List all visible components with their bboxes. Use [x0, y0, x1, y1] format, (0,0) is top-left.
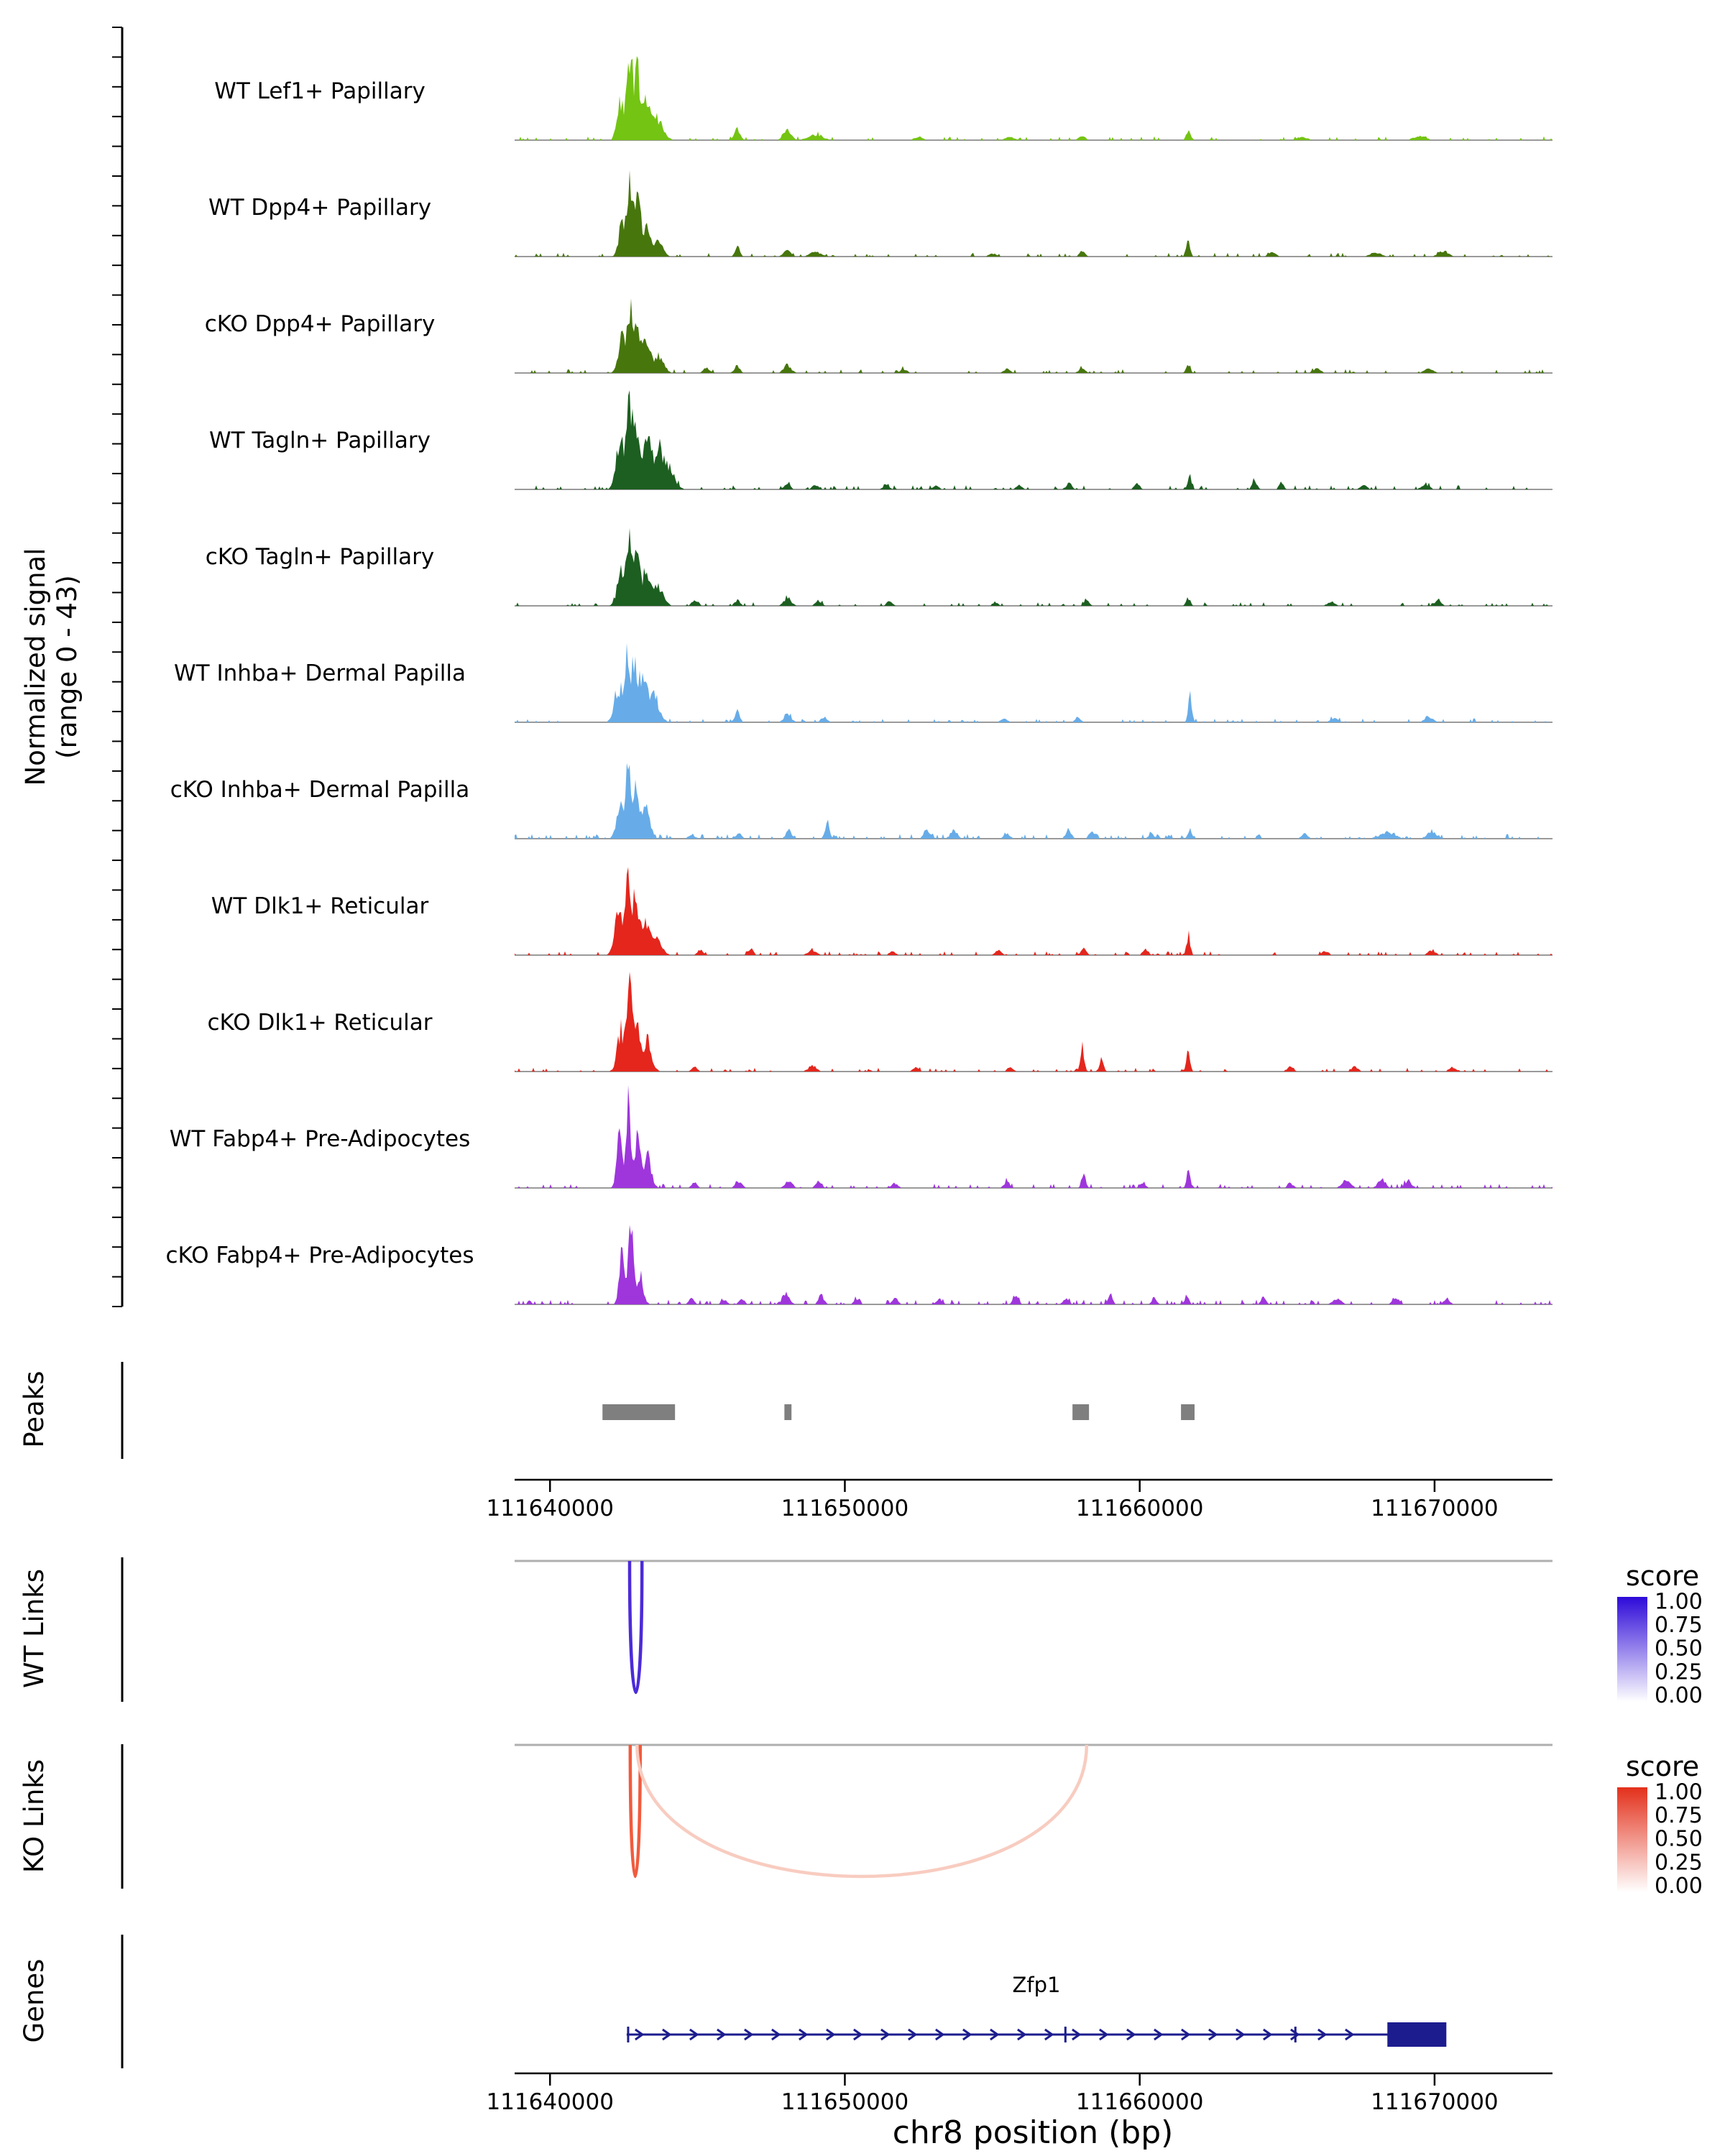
track-label: WT Dpp4+ Papillary [208, 195, 431, 221]
link-arc [635, 1744, 1089, 1879]
signal-track-area [515, 763, 1552, 839]
gene-strand-arrow-icon [771, 2028, 781, 2041]
gene-strand-arrow-icon [1345, 2028, 1355, 2041]
signal-track-area [515, 170, 1552, 257]
gene-strand-arrow-icon [1208, 2028, 1218, 2041]
peaks-interval [1072, 1404, 1090, 1420]
gene-strand-arrow-icon [1181, 2028, 1191, 2041]
gene-strand-arrow-icon [826, 2028, 836, 2041]
gene-strand-arrow-icon [990, 2028, 1000, 2041]
gene-strand-arrow-icon [880, 2028, 891, 2041]
track-label: cKO Inhba+ Dermal Papilla [170, 777, 470, 803]
signal-track-area [515, 972, 1552, 1072]
section-label-wt-links: WT Links [19, 1569, 50, 1688]
track-label: WT Tagln+ Papillary [209, 428, 431, 453]
track-label: WT Fabp4+ Pre-Adipocytes [170, 1126, 471, 1152]
genomic-axis-tick-label: 111670000 [1371, 2089, 1499, 2115]
ko-score-legend-gradient-bar [1617, 1787, 1647, 1892]
signal-track-area [515, 390, 1552, 489]
signal-track-area [515, 867, 1552, 955]
gene-strand-arrow-icon [689, 2028, 699, 2041]
gene-strand-arrow-icon [635, 2028, 645, 2041]
wt-score-legend-tick-label: 0.25 [1655, 1659, 1703, 1685]
ko-score-legend-tick-label: 0.25 [1655, 1850, 1703, 1875]
gene-exon-box [1387, 2022, 1447, 2047]
generated-plot-layer: WT Lef1+ Papillary WT Dpp4+ Papillary cKO … [112, 27, 1703, 2115]
gene-strand-arrow-icon [1099, 2028, 1109, 2041]
track-label: WT Inhba+ Dermal Papilla [174, 660, 466, 686]
signal-track-area [515, 1085, 1552, 1188]
section-label-ko-links: KO Links [19, 1759, 50, 1873]
genomic-axis-tick-label: 111650000 [781, 2089, 909, 2115]
link-arc [628, 1744, 643, 1878]
genomic-axis-tick-label: 111660000 [1076, 1496, 1204, 1521]
signal-track-area [515, 56, 1552, 140]
signal-track-area [515, 298, 1552, 373]
signal-track-area [515, 642, 1552, 722]
gene-strand-arrow-icon [1017, 2028, 1027, 2041]
gene-strand-arrow-icon [662, 2028, 672, 2041]
signal-track-area [515, 528, 1552, 606]
genomic-axis-tick-label: 111660000 [1076, 2089, 1204, 2115]
ko-score-legend-tick-label: 0.00 [1655, 1874, 1703, 1899]
wt-score-legend-tick-label: 0.50 [1655, 1636, 1703, 1662]
ko-score-legend-tick-label: 0.50 [1655, 1827, 1703, 1852]
wt-score-legend-tick-label: 0.75 [1655, 1613, 1703, 1638]
genomic-axis-tick-label: 111640000 [486, 2089, 614, 2115]
gene-name-label: Zfp1 [1013, 1973, 1061, 1997]
gene-strand-arrow-icon [1290, 2028, 1300, 2041]
signal-track-area [515, 1225, 1552, 1304]
gene-strand-arrow-icon [853, 2028, 863, 2041]
peaks-interval [1181, 1404, 1195, 1420]
gene-strand-arrow-icon [908, 2028, 918, 2041]
wt-score-legend-gradient-bar [1617, 1597, 1647, 1702]
gene-strand-arrow-icon [1072, 2028, 1082, 2041]
genomic-axis-tick-label: 111650000 [781, 1496, 909, 1521]
gene-strand-arrow-icon [717, 2028, 727, 2041]
section-label-peaks: Peaks [19, 1370, 50, 1447]
gene-strand-arrow-icon [1126, 2028, 1136, 2041]
ko-score-legend-tick-label: 0.75 [1655, 1803, 1703, 1828]
ko-score-legend-title: score [1626, 1751, 1699, 1782]
peaks-interval [784, 1404, 792, 1420]
gene-strand-arrow-icon [1154, 2028, 1164, 2041]
gene-strand-arrow-icon [744, 2028, 754, 2041]
gene-strand-arrow-icon [799, 2028, 809, 2041]
track-label: cKO Dlk1+ Reticular [208, 1010, 433, 1036]
gene-strand-arrow-icon [1317, 2028, 1328, 2041]
y-axis-label-line1: Normalized signal [20, 548, 51, 786]
track-label: cKO Fabp4+ Pre-Adipocytes [166, 1243, 474, 1268]
wt-score-legend-tick-label: 1.00 [1655, 1590, 1703, 1615]
link-arc [627, 1560, 644, 1694]
genomic-axis-tick-label: 111670000 [1371, 1496, 1499, 1521]
peaks-interval [602, 1404, 676, 1420]
gene-strand-arrow-icon [935, 2028, 945, 2041]
section-label-genes: Genes [19, 1959, 50, 2043]
gene-strand-arrow-icon [1263, 2028, 1273, 2041]
y-axis-label-line2: (range 0 - 43) [52, 575, 83, 759]
gene-strand-arrow-icon [1044, 2028, 1054, 2041]
wt-score-legend-title: score [1626, 1560, 1699, 1592]
x-axis-label: chr8 position (bp) [893, 2114, 1174, 2151]
ko-score-legend-tick-label: 1.00 [1655, 1780, 1703, 1805]
track-label: cKO Dpp4+ Papillary [205, 311, 436, 337]
track-label: cKO Tagln+ Papillary [206, 544, 434, 570]
gene-strand-arrow-icon [962, 2028, 972, 2041]
wt-score-legend-tick-label: 0.00 [1655, 1683, 1703, 1708]
track-label: WT Lef1+ Papillary [214, 78, 426, 104]
gene-strand-arrow-icon [1236, 2028, 1246, 2041]
track-label: WT Dlk1+ Reticular [211, 893, 429, 919]
genomic-axis-tick-label: 111640000 [486, 1496, 614, 1521]
